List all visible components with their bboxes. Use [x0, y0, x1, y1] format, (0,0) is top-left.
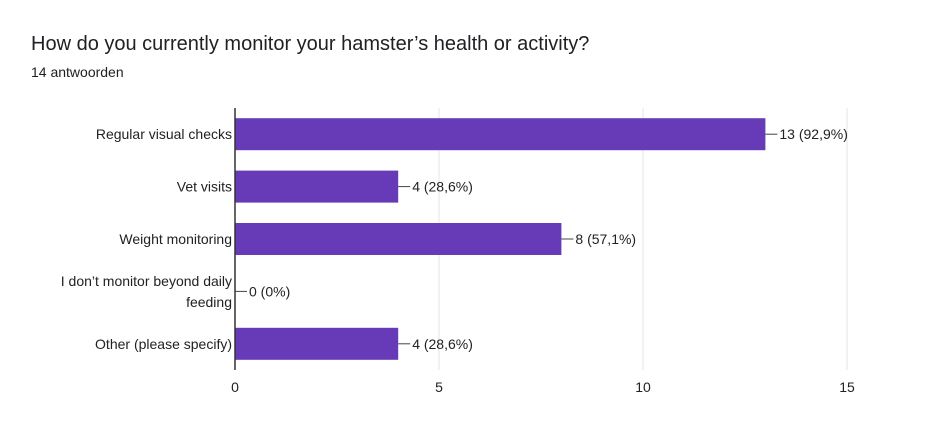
x-tick-label: 0: [231, 379, 239, 395]
chart-title: How do you currently monitor your hamste…: [31, 33, 590, 55]
bar: [235, 327, 399, 360]
data-label: 0 (0%): [249, 283, 290, 299]
category-label: Regular visual checks: [96, 126, 232, 142]
category-label: Other (please specify): [95, 336, 232, 352]
data-label: 13 (92,9%): [779, 126, 847, 142]
category-label: Vet visits: [177, 179, 232, 195]
data-label: 4 (28,6%): [412, 336, 473, 352]
x-tick-label: 15: [839, 379, 855, 395]
data-label: 4 (28,6%): [412, 179, 473, 195]
x-tick-label: 10: [635, 379, 651, 395]
response-count: 14 antwoorden: [31, 64, 124, 80]
bar: [235, 170, 399, 203]
category-label: I don’t monitor beyond daily: [61, 273, 232, 289]
category-label: feeding: [186, 294, 232, 310]
bar: [235, 118, 766, 151]
category-label: Weight monitoring: [119, 231, 232, 247]
bar: [235, 223, 562, 255]
data-label: 8 (57,1%): [575, 231, 636, 247]
x-tick-label: 5: [435, 379, 443, 395]
